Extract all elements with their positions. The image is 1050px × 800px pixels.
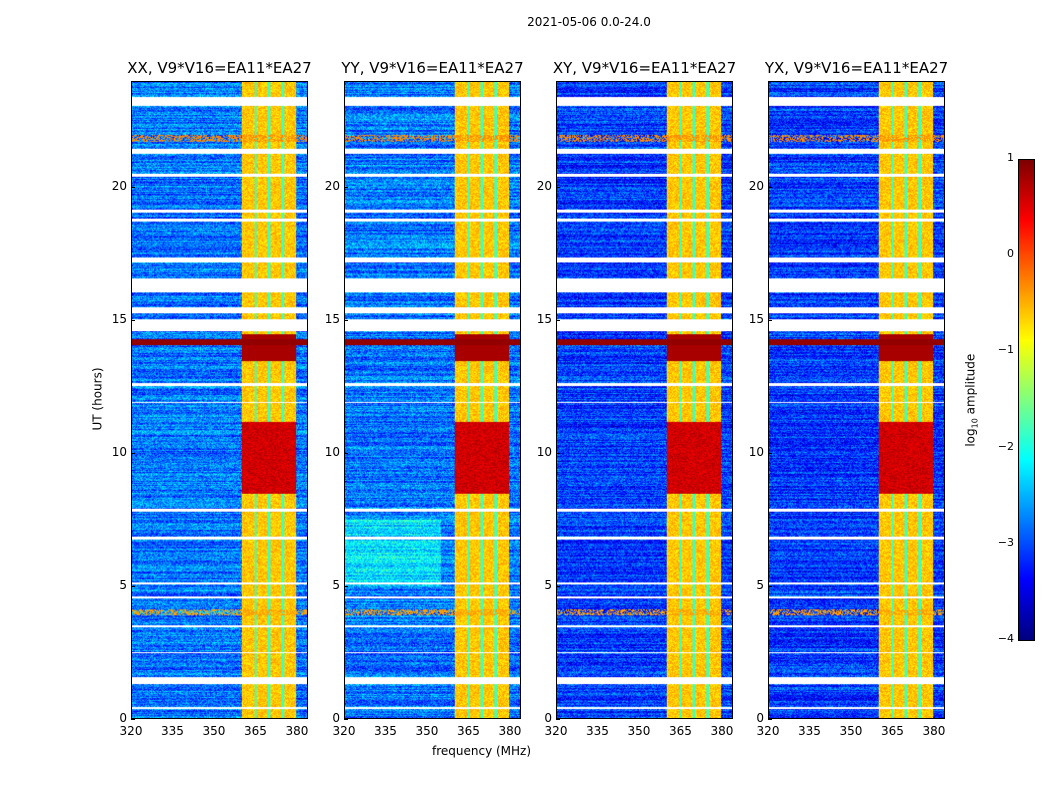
y-tick-mark xyxy=(768,187,772,189)
y-tick-mark xyxy=(344,453,348,455)
y-tick-label: 5 xyxy=(756,578,764,593)
x-tick-label: 365 xyxy=(669,724,692,738)
x-tick-label: 350 xyxy=(202,724,226,738)
x-tick-label: 380 xyxy=(498,724,522,738)
heatmap-panel-3 xyxy=(556,81,733,719)
y-tick-label: 5 xyxy=(119,578,127,593)
x-tick-label: 320 xyxy=(119,724,143,738)
y-tick-mark xyxy=(131,453,135,455)
x-tick-label: 335 xyxy=(586,724,609,738)
colorbar-label: log10 amplitude xyxy=(963,354,979,447)
panel-title-4: YX, V9*V16=EA11*EA27 xyxy=(764,59,949,77)
y-tick-mark xyxy=(556,187,560,189)
panel-title-1: XX, V9*V16=EA11*EA27 xyxy=(127,59,312,77)
y-tick-label: 0 xyxy=(119,711,127,725)
x-axis-label: frequency (MHz) xyxy=(432,744,532,758)
panel-title-2: YY, V9*V16=EA11*EA27 xyxy=(341,59,524,77)
y-tick-label: 10 xyxy=(748,445,764,460)
y-tick-label: 0 xyxy=(756,711,764,725)
x-tick-label: 380 xyxy=(922,724,946,738)
colorbar-tick-label: −1 xyxy=(997,343,1014,357)
y-tick-mark xyxy=(344,320,348,322)
colorbar-label-suffix: amplitude xyxy=(963,353,978,419)
x-tick-label: 350 xyxy=(415,724,439,738)
x-tick-label: 350 xyxy=(839,724,863,738)
y-tick-mark xyxy=(131,586,135,588)
colorbar-tick-label: −2 xyxy=(997,439,1014,453)
colorbar-tick-label: −4 xyxy=(997,632,1014,645)
x-tick-label: 320 xyxy=(756,724,780,738)
heatmap-panel-2 xyxy=(344,81,521,719)
y-tick-mark xyxy=(131,719,135,720)
x-tick-label: 365 xyxy=(881,724,904,738)
y-tick-label: 15 xyxy=(536,312,552,327)
y-tick-label: 10 xyxy=(536,445,552,460)
x-tick-label: 320 xyxy=(332,724,356,738)
y-tick-label: 10 xyxy=(111,445,127,460)
y-tick-mark xyxy=(131,320,135,322)
y-tick-mark xyxy=(556,453,560,455)
x-tick-label: 350 xyxy=(627,724,651,738)
y-tick-label: 0 xyxy=(332,711,340,725)
x-tick-label: 335 xyxy=(374,724,397,738)
colorbar-tick-label: 1 xyxy=(1007,151,1014,164)
y-tick-label: 20 xyxy=(324,179,340,194)
figure-title: 2021-05-06 0.0-24.0 xyxy=(527,15,651,29)
colorbar xyxy=(1018,159,1035,641)
y-tick-mark xyxy=(131,187,135,189)
y-tick-label: 15 xyxy=(111,312,127,327)
x-tick-label: 365 xyxy=(457,724,480,738)
y-tick-mark xyxy=(556,719,560,720)
y-tick-label: 10 xyxy=(324,445,340,460)
colorbar-label-prefix: log xyxy=(963,428,978,447)
y-tick-mark xyxy=(344,187,348,189)
y-tick-mark xyxy=(556,586,560,588)
y-tick-label: 15 xyxy=(324,312,340,327)
heatmap-panel-1 xyxy=(131,81,308,719)
colorbar-label-subscript: 10 xyxy=(970,418,980,429)
y-tick-mark xyxy=(344,719,348,720)
y-tick-label: 15 xyxy=(748,312,764,327)
y-tick-mark xyxy=(768,453,772,455)
y-tick-mark xyxy=(768,719,772,720)
x-tick-label: 365 xyxy=(244,724,267,738)
y-tick-label: 5 xyxy=(332,578,340,593)
panel-title-3: XY, V9*V16=EA11*EA27 xyxy=(552,59,737,77)
colorbar-tick-label: −3 xyxy=(997,535,1014,549)
y-tick-label: 0 xyxy=(544,711,552,725)
y-tick-mark xyxy=(768,586,772,588)
y-tick-mark xyxy=(344,586,348,588)
heatmap-panel-4 xyxy=(768,81,945,719)
y-tick-label: 5 xyxy=(544,578,552,593)
y-tick-label: 20 xyxy=(111,179,127,194)
y-tick-label: 20 xyxy=(748,179,764,194)
y-tick-label: 20 xyxy=(536,179,552,194)
x-tick-label: 335 xyxy=(161,724,184,738)
colorbar-tick-label: 0 xyxy=(1007,247,1014,261)
y-tick-mark xyxy=(556,320,560,322)
x-tick-label: 380 xyxy=(285,724,309,738)
x-tick-label: 320 xyxy=(544,724,568,738)
x-tick-label: 380 xyxy=(710,724,734,738)
y-tick-mark xyxy=(768,320,772,322)
y-axis-label: UT (hours) xyxy=(90,367,105,431)
x-tick-label: 335 xyxy=(798,724,821,738)
